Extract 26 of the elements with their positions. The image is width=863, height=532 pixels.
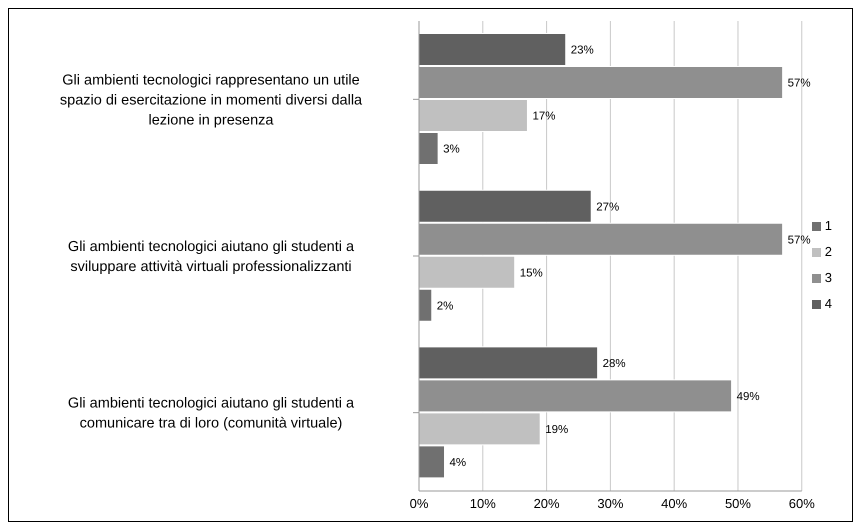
data-label: 19%: [545, 424, 568, 436]
data-label: 2%: [436, 300, 454, 312]
y-tick-label: Gli ambienti tecnologici aiutano gli studenti a sviluppare attività virtuali professionalizzanti: [68, 239, 355, 276]
data-label: 57%: [788, 78, 811, 90]
data-label: 28%: [602, 358, 626, 370]
x-tick-label: 20%: [534, 496, 560, 512]
data-label: 27%: [596, 201, 620, 214]
y-tick-label: Gli ambienti tecnologici aiutano gli studenti a comunicare tra di loro (comunità virtuale): [68, 396, 355, 432]
y-tick-label: Gli ambienti tecnologici rappresentano un utile spazio di esercitazione in momenti diversi dalla lezione in presenza: [60, 72, 364, 128]
data-label: 49%: [736, 390, 760, 403]
data-label: 15%: [520, 267, 543, 280]
x-tick-label: 0%: [410, 496, 429, 512]
x-tick-label: 40%: [661, 496, 688, 512]
data-label: 57%: [788, 234, 811, 246]
x-tick-label: 60%: [788, 496, 816, 512]
legend-label: 3: [824, 270, 832, 285]
data-label: 4%: [450, 456, 466, 469]
data-label: 3%: [443, 144, 460, 156]
x-tick-label: 10%: [470, 496, 496, 512]
x-tick-label: 50%: [724, 496, 752, 512]
legend-label: 4: [824, 296, 832, 311]
x-tick-label: 30%: [597, 496, 624, 512]
legend-label: 1: [824, 218, 832, 233]
legend-label: 2: [824, 244, 832, 259]
data-label: 23%: [570, 44, 594, 57]
data-label: 17%: [532, 110, 556, 123]
